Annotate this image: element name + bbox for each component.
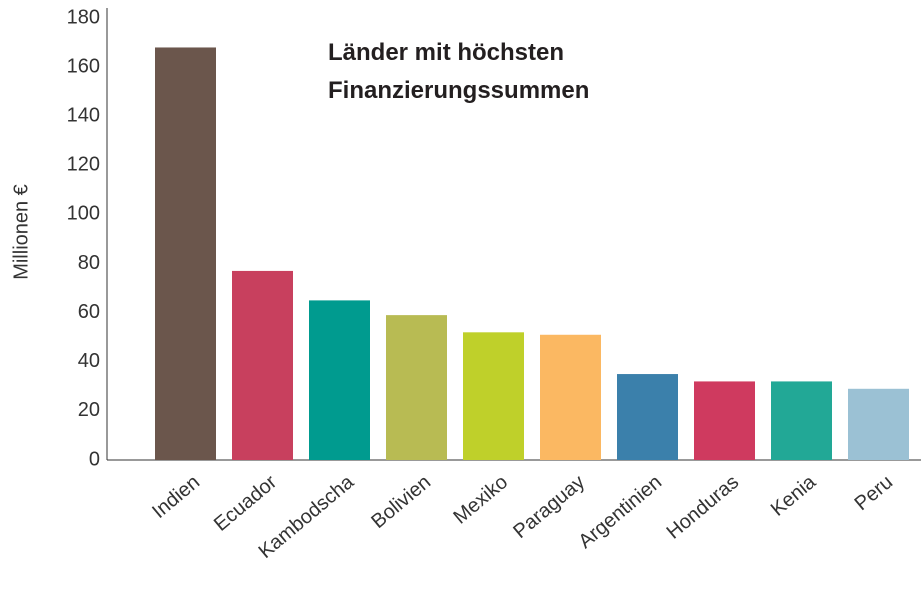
bar (155, 47, 216, 460)
bar (617, 374, 678, 460)
y-tick-label: 60 (78, 301, 100, 323)
y-axis-label: Millionen € (10, 184, 32, 280)
x-tick-label: Bolivien (367, 471, 435, 533)
bar (309, 300, 370, 460)
bar (386, 315, 447, 460)
y-tick-label: 120 (67, 154, 100, 176)
bar (848, 388, 909, 460)
x-tick-label: Paraguay (509, 471, 589, 543)
bar (463, 332, 524, 460)
y-tick-label: 0 (89, 448, 100, 470)
y-tick-label: 160 (67, 55, 100, 77)
y-tick-label: 100 (67, 203, 100, 225)
y-tick-label: 140 (67, 105, 100, 127)
y-tick-label: 180 (67, 6, 100, 28)
x-tick-label: Ecuador (210, 471, 281, 536)
x-tick-label: Peru (851, 471, 898, 515)
x-tick-label: Argentinien (574, 471, 666, 553)
bar (771, 381, 832, 460)
y-tick-label: 40 (78, 350, 100, 372)
y-tick-label: 20 (78, 399, 100, 421)
bar (232, 270, 293, 460)
x-tick-label: Indien (148, 471, 204, 523)
x-tick-label: Honduras (663, 471, 744, 544)
y-tick-label: 80 (78, 252, 100, 274)
bar (694, 381, 755, 460)
chart-title: Länder mit höchsten Finanzierungssummen (328, 39, 590, 104)
bar (540, 334, 601, 460)
x-tick-label: Mexiko (449, 471, 512, 529)
x-tick-label: Kenia (767, 470, 821, 520)
